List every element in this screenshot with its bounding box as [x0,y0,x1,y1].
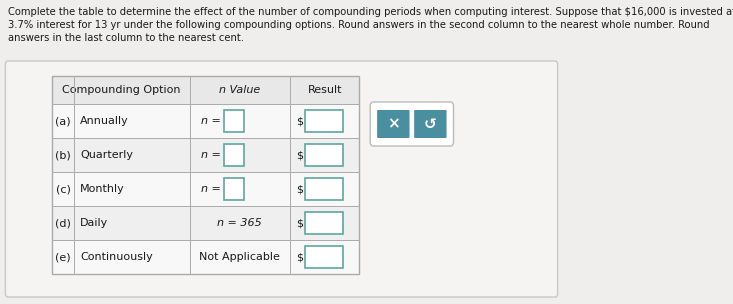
Text: ×: × [387,116,399,132]
Bar [53,172,359,206]
Text: (b): (b) [56,150,71,160]
Bar [224,178,243,200]
Bar [53,206,359,240]
Text: Continuously: Continuously [80,252,153,262]
Text: n =: n = [202,150,221,160]
Text: Annually: Annually [80,116,129,126]
Text: n =: n = [202,116,221,126]
Bar [53,76,359,274]
Bar [305,246,343,268]
FancyBboxPatch shape [370,102,454,146]
Text: Compounding Option: Compounding Option [62,85,180,95]
Text: 3.7% interest for 13 yr under the following compounding options. Round answers i: 3.7% interest for 13 yr under the follow… [8,20,710,30]
Bar [305,144,343,166]
Bar [224,144,243,166]
Text: $: $ [296,184,303,194]
Text: n = 365: n = 365 [218,218,262,228]
Bar [53,76,359,274]
FancyBboxPatch shape [5,61,558,297]
Text: Not Applicable: Not Applicable [199,252,280,262]
FancyBboxPatch shape [414,110,446,138]
Text: $: $ [296,150,303,160]
Bar [224,110,243,132]
Text: Complete the table to determine the effect of the number of compounding periods : Complete the table to determine the effe… [8,7,733,17]
Text: (d): (d) [55,218,71,228]
Text: ↺: ↺ [424,116,437,132]
Bar [53,104,359,138]
Text: Daily: Daily [80,218,108,228]
Bar [53,76,359,104]
Text: Monthly: Monthly [80,184,125,194]
Text: Quarterly: Quarterly [80,150,133,160]
Bar [305,212,343,234]
Text: $: $ [296,116,303,126]
Text: n Value: n Value [219,85,260,95]
Bar [53,138,359,172]
Text: $: $ [296,218,303,228]
Text: answers in the last column to the nearest cent.: answers in the last column to the neares… [8,33,243,43]
Text: Result: Result [307,85,342,95]
Text: (c): (c) [56,184,70,194]
Text: n =: n = [202,184,221,194]
Text: (a): (a) [56,116,71,126]
Text: (e): (e) [56,252,71,262]
Bar [305,178,343,200]
Text: $: $ [296,252,303,262]
Bar [53,240,359,274]
FancyBboxPatch shape [377,110,410,138]
Bar [305,110,343,132]
